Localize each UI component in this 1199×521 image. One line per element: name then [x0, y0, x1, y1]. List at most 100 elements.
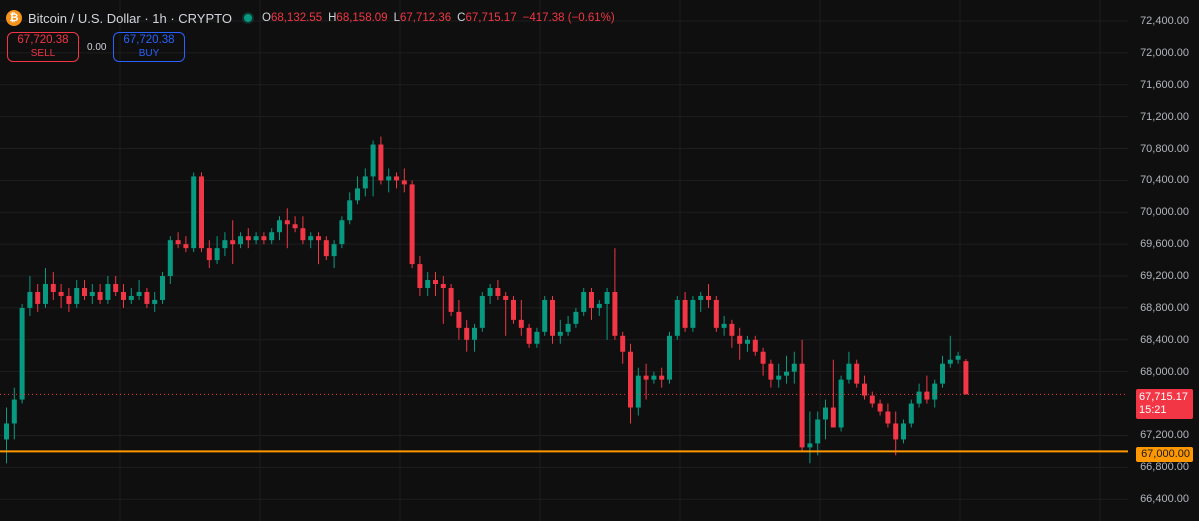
candle — [745, 335, 750, 352]
candle-body — [82, 287, 87, 296]
symbol-title[interactable]: Bitcoin / U.S. Dollar · 1h · CRYPTO — [28, 10, 232, 26]
candle — [901, 419, 906, 444]
candle-body — [862, 383, 867, 396]
candle — [386, 168, 392, 193]
candle — [35, 284, 41, 312]
candle-body — [713, 299, 719, 328]
candle — [4, 407, 9, 464]
candle — [815, 411, 821, 456]
candle-body — [542, 299, 548, 332]
low-value: 67,712.36 — [400, 12, 452, 24]
price-tick-label: 72,000.00 — [1140, 46, 1189, 59]
candle-body — [113, 284, 119, 292]
candle — [659, 367, 665, 388]
candle-body — [35, 291, 41, 304]
candle-body — [11, 399, 17, 424]
change-value: −417.38 (−0.61%) — [522, 12, 615, 24]
candle-body — [50, 284, 56, 292]
candle — [472, 323, 477, 352]
candle-body — [768, 363, 774, 380]
candle — [565, 315, 571, 336]
candle — [74, 280, 80, 308]
candle — [706, 284, 711, 308]
sell-button[interactable]: 67,720.38 SELL — [7, 32, 79, 62]
candle-body — [183, 244, 189, 249]
candle-body — [916, 391, 922, 404]
price-tick-label: 70,400.00 — [1140, 174, 1189, 187]
candle — [401, 168, 407, 193]
candle-body — [534, 331, 540, 344]
buy-price: 67,720.38 — [123, 34, 175, 46]
buy-label: BUY — [138, 48, 160, 59]
candle — [347, 192, 353, 225]
candle-body — [830, 407, 836, 428]
candle — [581, 287, 587, 316]
candle — [43, 268, 48, 308]
candle — [19, 303, 25, 404]
candle-body — [495, 287, 501, 296]
candle-body — [464, 327, 470, 340]
candle — [175, 232, 181, 249]
candle-body — [940, 363, 945, 384]
candle-body — [191, 176, 197, 249]
spread-value: 0.00 — [87, 41, 107, 53]
candle — [573, 307, 579, 328]
candle — [316, 232, 321, 265]
candle — [440, 276, 446, 324]
candle-body — [97, 291, 103, 300]
candle-body — [659, 375, 665, 380]
candle-body — [440, 284, 446, 288]
candle-body — [378, 144, 384, 181]
price-tick-label: 66,800.00 — [1140, 461, 1189, 474]
candle-body — [518, 319, 524, 328]
candle-body — [144, 291, 150, 304]
candle-body — [238, 236, 243, 245]
candle-body — [199, 176, 204, 249]
candle-body — [355, 188, 360, 201]
candle-body — [791, 363, 797, 372]
candle — [807, 411, 813, 464]
candles — [4, 136, 969, 464]
candle — [667, 331, 672, 384]
candle — [425, 272, 431, 296]
candle — [128, 287, 134, 304]
candle — [737, 327, 743, 360]
candle — [167, 236, 173, 285]
price-tick-label: 72,400.00 — [1140, 15, 1189, 27]
candle — [495, 280, 501, 300]
price-tick-label: 68,400.00 — [1140, 333, 1189, 346]
price-tick-label: 71,600.00 — [1140, 78, 1189, 91]
candle — [456, 299, 462, 340]
candle-body — [846, 363, 852, 380]
candle — [464, 319, 470, 352]
price-tick-label: 68,800.00 — [1140, 301, 1189, 314]
candle-body — [479, 295, 485, 328]
candle — [245, 228, 251, 249]
buy-button[interactable]: 67,720.38 BUY — [113, 32, 185, 62]
candle-body — [581, 291, 587, 312]
candle-body — [300, 228, 306, 241]
candle — [940, 355, 945, 388]
candle — [690, 295, 696, 332]
candle-body — [815, 419, 821, 444]
bitcoin-icon: ₿ — [6, 10, 22, 26]
candle — [612, 248, 618, 340]
chart-header: ₿ Bitcoin / U.S. Dollar · 1h · CRYPTO O6… — [6, 8, 615, 28]
candle — [698, 291, 704, 312]
sell-label: SELL — [30, 48, 56, 59]
candle — [50, 272, 56, 300]
candle-body — [776, 375, 782, 380]
price-tick-label: 66,400.00 — [1140, 493, 1189, 506]
open-value: 68,132.55 — [270, 12, 323, 24]
candle — [433, 272, 438, 296]
candle-body — [721, 323, 727, 328]
candle — [323, 236, 329, 261]
candle-body — [807, 443, 813, 448]
candle — [799, 339, 805, 452]
candle-body — [752, 339, 758, 352]
candle — [230, 220, 236, 265]
candle-body — [932, 383, 938, 400]
candle-body — [643, 375, 649, 380]
candle-body — [651, 375, 657, 380]
